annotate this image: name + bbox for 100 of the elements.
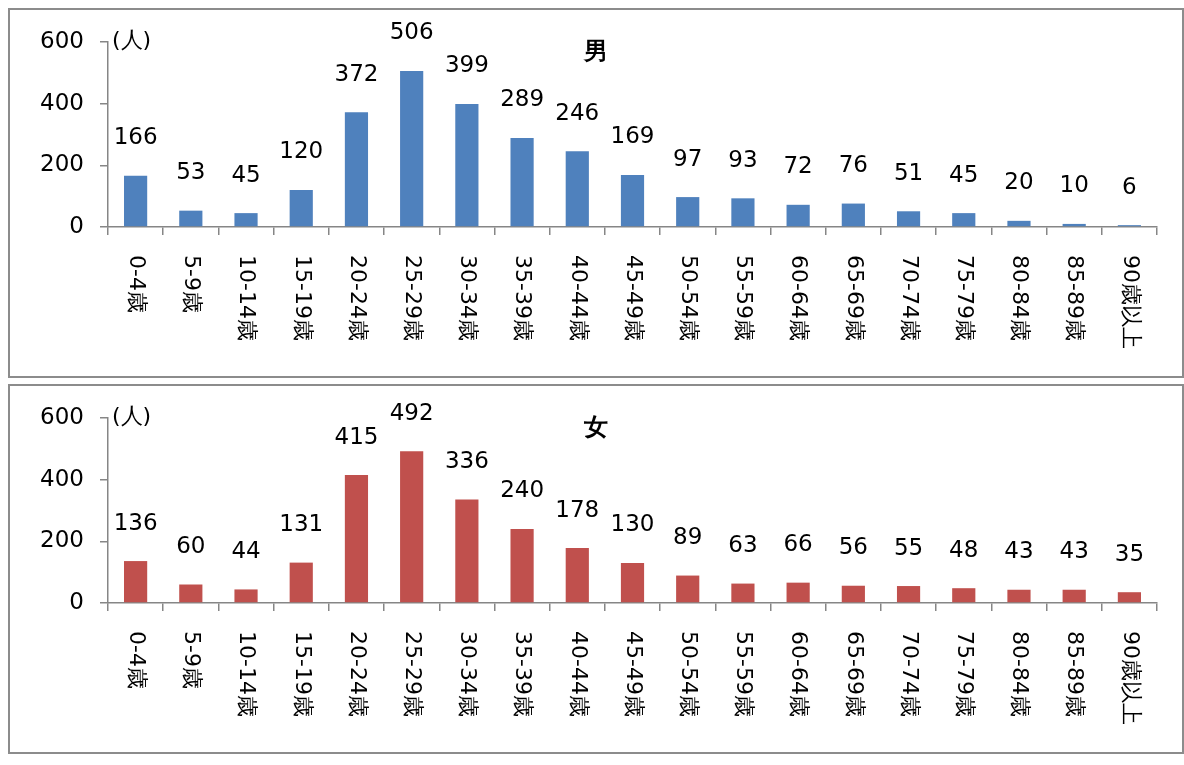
x-tick-label: 15-19歳 <box>290 631 316 717</box>
bar <box>896 586 921 603</box>
data-label: 169 <box>610 122 655 149</box>
data-label: 51 <box>893 158 924 185</box>
x-tick-label: 50-54歳 <box>676 255 702 341</box>
y-tick-label: 200 <box>40 526 84 553</box>
chart-title: 男 <box>583 37 608 66</box>
x-tick-label: 45-49歳 <box>621 255 647 341</box>
bar <box>565 151 589 227</box>
bar <box>620 562 645 603</box>
x-tick-label: 25-29歳 <box>400 255 426 341</box>
bar <box>234 589 258 603</box>
bar <box>344 475 369 603</box>
x-tick-label: 80-84歳 <box>1008 255 1034 341</box>
x-tick-label: 10-14歳 <box>235 631 261 717</box>
bar <box>676 197 700 227</box>
y-tick-label: 0 <box>69 211 84 238</box>
x-tick-label: 0-4歳 <box>124 631 150 689</box>
y-tick-label: 0 <box>69 587 84 614</box>
data-label: 63 <box>728 531 758 558</box>
x-tick-label: 40-44歳 <box>566 631 592 717</box>
bar <box>620 174 645 227</box>
y-axis-title: (人) <box>112 26 152 52</box>
data-label: 10 <box>1059 171 1089 198</box>
bar <box>676 575 700 603</box>
data-label: 55 <box>893 533 924 560</box>
bar <box>786 582 810 603</box>
data-label: 131 <box>279 510 324 537</box>
x-tick-label: 15-19歳 <box>290 255 316 341</box>
bar <box>455 499 479 603</box>
data-label: 66 <box>783 530 813 557</box>
x-tick-label: 70-74歳 <box>897 631 923 717</box>
bar <box>400 70 424 227</box>
data-label: 97 <box>673 144 703 171</box>
bar <box>896 211 921 227</box>
x-tick-label: 5-9歳 <box>180 631 206 689</box>
data-label: 44 <box>231 536 261 563</box>
data-label: 246 <box>555 98 600 125</box>
bar <box>400 451 424 603</box>
data-label: 89 <box>673 523 703 550</box>
data-label: 20 <box>1004 168 1034 195</box>
bar <box>1007 589 1031 603</box>
data-label: 35 <box>1114 539 1145 566</box>
data-label: 93 <box>728 145 758 172</box>
x-tick-label: 40-44歳 <box>566 255 592 341</box>
data-label: 43 <box>1004 537 1034 564</box>
x-tick-label: 30-34歳 <box>456 631 482 717</box>
y-axis-title: (人) <box>112 402 152 428</box>
x-tick-label: 5-9歳 <box>180 255 206 313</box>
bar <box>510 137 534 227</box>
y-tick-label: 400 <box>40 464 84 491</box>
bar <box>841 203 865 227</box>
data-label: 136 <box>113 508 158 535</box>
x-tick-label: 50-54歳 <box>676 631 702 717</box>
data-label: 372 <box>334 59 379 86</box>
data-label: 120 <box>279 137 324 164</box>
x-tick-label: 10-14歳 <box>235 255 261 341</box>
data-label: 492 <box>389 398 434 425</box>
data-label: 178 <box>555 495 600 522</box>
bar <box>344 112 369 227</box>
x-tick-label: 70-74歳 <box>897 255 923 341</box>
y-tick-label: 600 <box>40 402 84 429</box>
x-tick-label: 85-89歳 <box>1063 631 1089 717</box>
bar <box>952 588 976 603</box>
data-label: 399 <box>444 51 489 78</box>
x-tick-label: 65-69歳 <box>842 255 868 341</box>
x-tick-label: 0-4歳 <box>124 255 150 313</box>
bar <box>786 204 810 227</box>
x-tick-label: 55-59歳 <box>732 255 758 341</box>
bar <box>731 583 755 603</box>
x-tick-label: 55-59歳 <box>732 631 758 717</box>
bar <box>179 210 203 227</box>
data-label: 506 <box>389 18 434 45</box>
x-tick-label: 30-34歳 <box>456 255 482 341</box>
y-tick-label: 400 <box>40 88 84 115</box>
bar <box>565 548 589 603</box>
x-tick-label: 90歳以上 <box>1118 255 1144 349</box>
bar <box>124 561 148 603</box>
data-label: 56 <box>838 533 868 560</box>
y-tick-label: 200 <box>40 150 84 177</box>
data-label: 415 <box>334 422 379 449</box>
data-label: 76 <box>838 151 868 178</box>
x-tick-label: 20-24歳 <box>345 631 371 717</box>
data-label: 166 <box>113 123 158 150</box>
data-label: 48 <box>949 535 979 562</box>
data-label: 72 <box>783 152 813 179</box>
bar <box>952 213 976 227</box>
x-tick-label: 90歳以上 <box>1118 631 1144 725</box>
data-label: 45 <box>231 160 261 187</box>
data-label: 53 <box>176 158 206 185</box>
data-label: 45 <box>949 160 979 187</box>
bar <box>455 103 479 227</box>
x-tick-label: 25-29歳 <box>400 631 426 717</box>
x-tick-label: 20-24歳 <box>345 255 371 341</box>
chart-title: 女 <box>583 413 608 442</box>
y-tick-label: 600 <box>40 26 84 53</box>
bar <box>124 175 148 227</box>
x-tick-label: 35-39歳 <box>511 631 537 717</box>
x-tick-label: 60-64歳 <box>787 255 813 341</box>
x-tick-label: 35-39歳 <box>511 255 537 341</box>
